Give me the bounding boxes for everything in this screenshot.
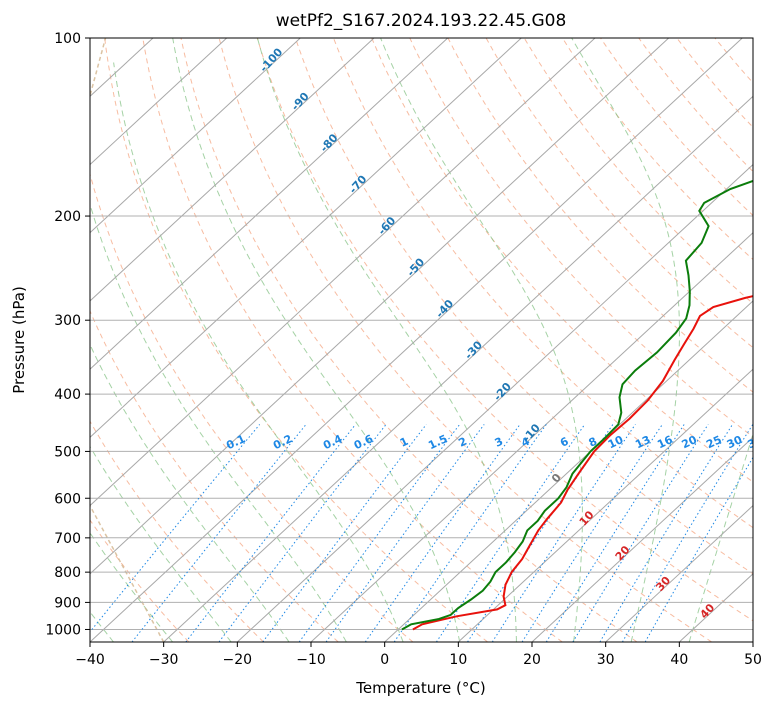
moist-adiabat-line [256,38,517,642]
mixing-ratio-label: 25 [704,433,723,451]
y-tick-label: 500 [54,444,81,460]
isotherm-line [384,300,753,642]
x-axis-title: Temperature (°C) [355,679,485,697]
x-tick-label: −30 [149,652,179,668]
dry-adiabat-line [523,38,753,305]
mixing-ratio-line [393,424,547,642]
mixing-ratio-label: 16 [655,433,675,451]
mixing-ratio-label: 13 [633,433,652,451]
isotherm-line [90,38,301,234]
mixing-ratio-line [90,424,261,633]
profile-line [401,179,753,631]
y-tick-label: 700 [54,531,81,547]
y-tick-label: 100 [54,31,81,47]
mixing-ratio-label: 30 [725,433,745,451]
plot-background [90,38,753,642]
mixing-ratio-line [435,424,586,642]
moist-adiabat-line [113,62,404,642]
isotherm-line [0,38,6,642]
dry-adiabat-line [180,38,638,642]
y-tick-label: 400 [54,387,81,403]
x-tick-label: −20 [223,652,253,668]
moist-adiabat-line [90,202,347,642]
isotherm-line [163,95,753,642]
mixing-ratio-label: 10 [606,433,626,451]
mixing-ratio-line [521,424,663,642]
profile-series [401,179,753,631]
dry-adiabat-line [752,38,753,39]
moist-adiabat-line [688,432,753,642]
x-tick-label: 40 [670,652,688,668]
isotherm-line [752,641,753,642]
x-tick-label: 20 [523,652,541,668]
profile-line [412,295,753,631]
moist-adiabat-line [571,38,680,642]
dry-adiabat-line [90,309,339,642]
moist-adiabat-line [90,445,232,642]
isotherm-line [531,436,753,642]
mixing-ratio-label: 20 [680,433,700,451]
isotherm-line [90,38,228,166]
mixing-ratio-line [218,424,387,642]
isotherm-line [90,38,743,642]
dry-adiabat-line [90,519,190,642]
isotherm-line [90,38,449,370]
axes: −40 −30 −20 −10 0 10 20 30 40 50 100 200 300 400 500 60… [45,31,762,668]
isotherm-line [457,368,753,642]
dry-adiabat-line [371,38,753,483]
y-tick-label: 300 [54,313,81,329]
y-tick-label: 1000 [45,622,81,638]
x-tick-label: −40 [75,652,105,668]
isotherm-line [90,38,522,439]
dry-adiabat-line [256,38,753,622]
mixing-ratio-line [572,424,709,642]
isotherm-line [90,38,670,575]
mixing-ratio-line [364,424,521,642]
chart-title: wetPf2_S167.2024.193.22.45.G08 [276,11,567,31]
y-tick-label: 900 [54,595,81,611]
isotherm-line [310,232,753,642]
x-tick-label: 0 [380,652,389,668]
mixing-ratio-label: 36 [746,433,766,451]
dry-adiabat-line [294,38,753,575]
dry-adiabat-line [90,420,264,642]
y-tick-label: 600 [54,491,81,507]
y-tick-label: 800 [54,565,81,581]
mixing-ratio-line [621,424,753,642]
mixing-ratio-line [185,424,356,642]
y-axis-title: Pressure (hPa) [10,286,28,394]
mixing-ratio-line [644,456,753,642]
x-tick-label: −10 [296,652,326,668]
dry-adiabat-line [142,38,563,642]
mixing-ratio-line [325,424,485,642]
mixing-ratio-line [545,424,685,642]
isotherm-line [90,38,375,302]
x-tick-label: 30 [597,652,615,668]
y-tick-label: 200 [54,209,81,225]
mixing-ratio-line [131,424,307,642]
dry-adiabat-line [104,38,488,642]
background-lines [0,38,753,642]
isotherm-line [605,504,753,642]
x-tick-label: 10 [449,652,467,668]
isotherm-line [236,163,753,642]
dry-adiabat-line [333,38,753,529]
x-tick-label: 50 [744,652,762,668]
plot-frame [89,37,754,643]
isotherm-line [90,38,596,507]
dry-adiabat-line [218,38,712,642]
dry-adiabat-line [409,38,753,438]
moist-adiabat-line [172,38,461,642]
mixing-ratio-line [599,424,733,642]
